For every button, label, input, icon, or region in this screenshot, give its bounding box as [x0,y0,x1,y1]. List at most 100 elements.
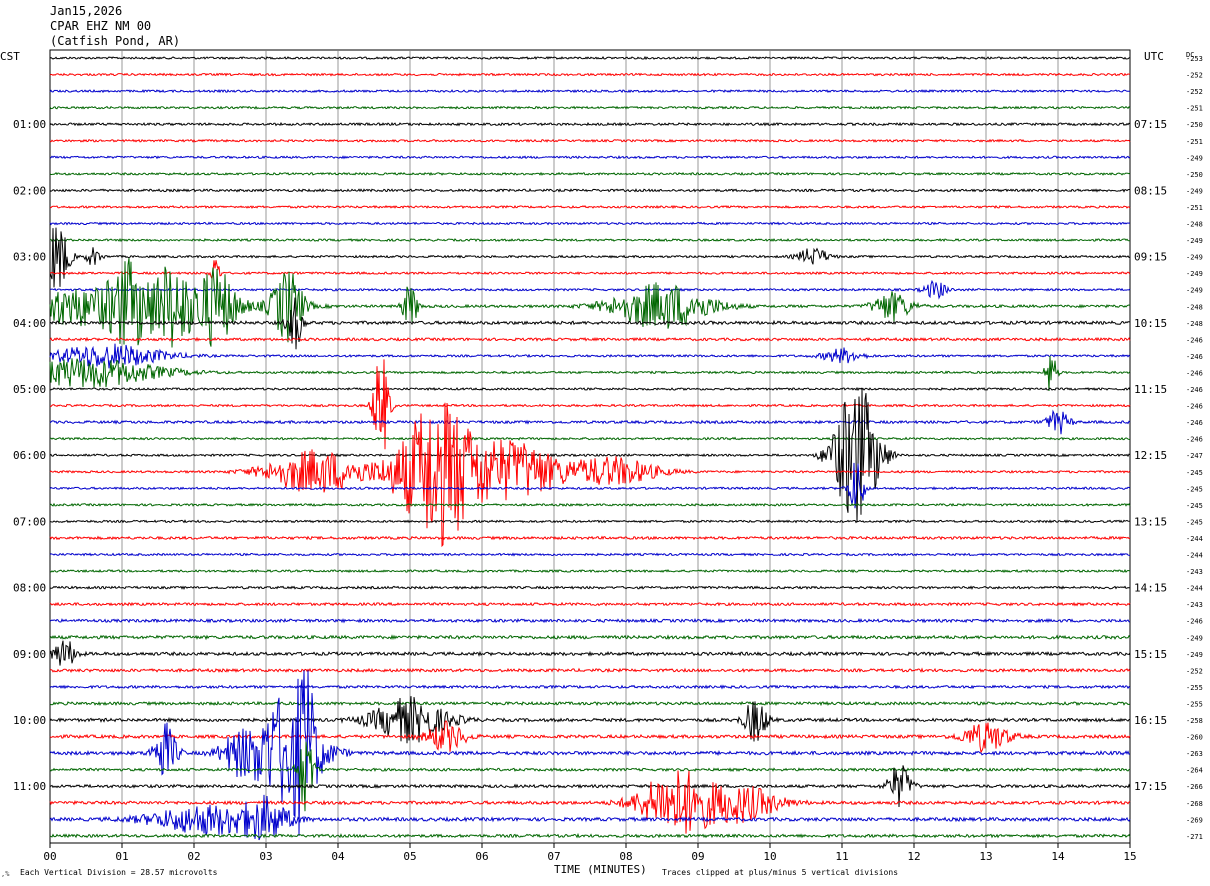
dc-offset-label: -244 [1186,552,1203,560]
dc-offset-label: -249 [1186,237,1203,245]
dc-offset-label: -250 [1186,121,1203,129]
dc-offset-label: -252 [1186,667,1203,675]
seismic-trace-row [49,794,1131,841]
dc-offset-label: -246 [1186,353,1203,361]
utc-hour-label: 15:15 [1134,648,1167,661]
seismic-trace-row [49,121,1131,127]
seismic-trace-row [49,171,1131,176]
dc-offset-label: -249 [1186,634,1203,642]
seismic-trace-row [49,502,1131,507]
x-tick-label: 13 [979,850,992,863]
corner-mark: ,% [1,870,10,878]
cst-hour-label: 07:00 [13,515,46,528]
dc-offset-label: -245 [1186,518,1203,526]
x-tick-label: 08 [619,850,632,863]
seismic-trace-row [49,832,1131,839]
dc-offset-label: -249 [1186,287,1203,295]
seismic-trace-row [49,670,1131,836]
seismic-trace-row [49,260,1131,281]
dc-offset-label: -252 [1186,88,1203,96]
seismic-trace-row [49,343,1131,369]
dc-offset-label: -253 [1186,55,1203,63]
seismic-trace-row [49,552,1131,557]
cst-hour-label: 02:00 [13,184,46,197]
x-tick-label: 10 [763,850,776,863]
dc-offset-label: -268 [1186,800,1203,808]
dc-column-label: DC [1186,51,1194,59]
cst-hour-label: 11:00 [13,780,46,793]
seismic-trace-row [49,55,1131,61]
header-location: (Catfish Pond, AR) [50,34,181,48]
dc-offset-label: -249 [1186,154,1203,162]
seismic-trace-row [49,741,1131,812]
x-tick-label: 02 [187,850,200,863]
seismic-trace-row [49,402,1131,548]
header-station: CPAR EHZ NM 00 [50,19,152,33]
seismic-trace-row [49,204,1131,210]
dc-offset-label: -258 [1186,717,1203,725]
seismic-trace-row [49,89,1130,94]
x-tick-label: 14 [1051,850,1065,863]
seismic-trace-row [49,601,1131,607]
seismic-trace-row [49,765,1131,808]
seismic-trace-row [49,238,1131,243]
dc-offset-label: -252 [1186,72,1203,80]
plot-frame [49,49,1131,844]
seismic-trace-row [49,105,1131,110]
dc-offset-label: -247 [1186,452,1203,460]
x-tick-label: 06 [475,850,488,863]
seismic-trace-row [49,617,1131,624]
cst-hour-label: 10:00 [13,714,46,727]
seismic-trace-row [49,227,1131,288]
cst-hour-label: 03:00 [13,251,46,264]
dc-offset-label: -246 [1186,618,1203,626]
dc-offset-label: -266 [1186,783,1203,791]
dc-offset-label: -248 [1186,221,1203,229]
dc-offset-label: -249 [1186,651,1203,659]
cst-hour-label: 05:00 [13,383,46,396]
dc-offset-label: -249 [1186,254,1203,262]
seismic-trace-row [49,462,1131,509]
x-tick-label: 11 [835,850,848,863]
dc-offset-label: -246 [1186,369,1203,377]
seismic-trace-row [49,297,1131,350]
seismic-trace-row [49,409,1131,435]
utc-hour-label: 09:15 [1134,251,1167,264]
dc-offset-label: -243 [1186,601,1203,609]
seismic-trace-row [49,684,1131,690]
dc-offset-label: -255 [1186,700,1203,708]
dc-offset-label: -255 [1186,684,1203,692]
utc-hour-label: 13:15 [1134,515,1167,528]
seismic-trace-row [49,187,1130,193]
cst-hour-label: 04:00 [13,317,46,330]
utc-hour-label: 07:15 [1134,118,1167,131]
dc-offset-label: -245 [1186,485,1203,493]
cst-hour-label: 08:00 [13,582,46,595]
seismic-trace-row [49,387,1131,523]
x-axis-title: TIME (MINUTES) [554,863,647,876]
dc-offset-label: -269 [1186,816,1203,824]
dc-offset-label: -246 [1186,403,1203,411]
dc-offset-label: -263 [1186,750,1203,758]
seismic-trace-row [49,155,1131,160]
dc-offset-label: -245 [1186,469,1203,477]
seismic-trace-row [49,359,1131,450]
header-date: Jan15,2026 [50,4,123,18]
seismic-trace-row [49,700,1131,707]
x-tick-label: 07 [547,850,560,863]
seismic-trace-row [49,72,1131,77]
x-tick-label: 01 [115,850,128,863]
seismic-trace-row [49,720,1131,754]
utc-hour-label: 11:15 [1134,383,1167,396]
seismic-trace-row [49,519,1131,524]
cst-hour-label: 01:00 [13,118,46,131]
dc-offset-label: -250 [1186,171,1203,179]
right-axis-label: UTC [1144,50,1164,63]
dc-offset-label: -251 [1186,204,1203,212]
x-tick-label: 04 [331,850,345,863]
left-axis-label: CST [0,50,20,63]
dc-offset-label: -249 [1186,270,1203,278]
dc-offset-label: -246 [1186,419,1203,427]
utc-hour-label: 12:15 [1134,449,1167,462]
